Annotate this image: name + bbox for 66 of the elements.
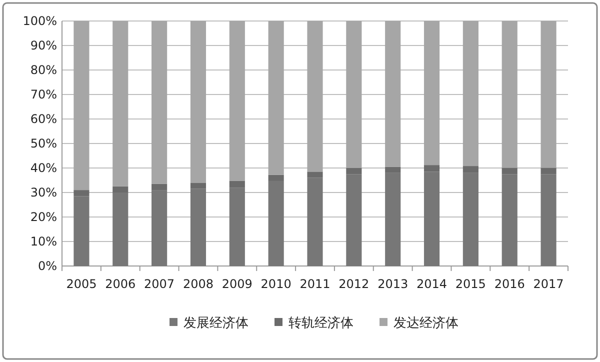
x-tick-label: 2007 <box>144 277 175 291</box>
x-tick-label: 2011 <box>300 277 330 291</box>
bar <box>540 174 556 266</box>
bar <box>268 174 284 181</box>
bar <box>462 172 478 266</box>
bar <box>502 168 518 174</box>
bar <box>346 168 362 174</box>
y-tick-label: 10% <box>30 234 57 248</box>
bar <box>268 180 284 266</box>
bar <box>112 186 128 192</box>
bar <box>307 172 323 178</box>
bar <box>229 180 245 188</box>
y-tick-label: 80% <box>30 63 57 77</box>
bar <box>112 21 128 186</box>
y-tick-label: 90% <box>30 38 57 52</box>
bar <box>462 21 478 166</box>
bar <box>346 174 362 266</box>
x-tick-label: 2016 <box>494 277 525 291</box>
bar <box>74 196 90 266</box>
y-tick-label: 50% <box>30 136 57 150</box>
bar <box>385 166 401 173</box>
x-tick-label: 2008 <box>182 277 214 291</box>
y-tick-label: 20% <box>30 210 57 224</box>
bar <box>307 21 323 172</box>
legend-label: 发达经济体 <box>394 316 458 331</box>
bar <box>540 21 556 168</box>
x-tick-label: 2015 <box>455 277 486 291</box>
bar <box>112 192 128 266</box>
x-tick-label: 2005 <box>66 277 97 291</box>
bar <box>502 21 518 168</box>
y-tick-label: 40% <box>30 161 57 175</box>
bar <box>152 184 168 190</box>
legend-label: 转轨经济体 <box>288 316 354 331</box>
bar <box>152 190 168 266</box>
bar <box>152 21 168 184</box>
bar <box>385 172 401 266</box>
y-tick-label: 30% <box>30 186 57 200</box>
bar <box>74 21 90 190</box>
x-tick-label: 2017 <box>533 277 564 291</box>
bar <box>424 172 440 266</box>
y-tick-label: 0% <box>38 259 57 273</box>
x-tick-label: 2006 <box>105 277 136 291</box>
bar <box>540 168 556 174</box>
bar <box>346 21 362 168</box>
bar <box>462 166 478 173</box>
bar <box>502 174 518 266</box>
x-tick-label: 2012 <box>338 277 370 291</box>
bar <box>190 182 206 189</box>
bar <box>229 21 245 181</box>
y-tick-label: 70% <box>30 88 57 102</box>
bar <box>268 21 284 175</box>
y-tick-label: 60% <box>30 112 57 126</box>
bar <box>190 21 206 183</box>
legend-label: 发展经济体 <box>184 316 248 331</box>
x-tick-label: 2014 <box>416 277 448 291</box>
y-tick-label: 100% <box>22 14 57 28</box>
x-tick-label: 2010 <box>260 277 292 291</box>
bar <box>307 178 323 266</box>
x-tick-label: 2013 <box>378 277 408 291</box>
bar <box>229 188 245 266</box>
x-tick-label: 2009 <box>222 277 252 291</box>
bar <box>385 21 401 167</box>
bar <box>190 188 206 266</box>
bar <box>424 21 440 166</box>
bar <box>424 165 440 172</box>
bar <box>74 190 90 196</box>
